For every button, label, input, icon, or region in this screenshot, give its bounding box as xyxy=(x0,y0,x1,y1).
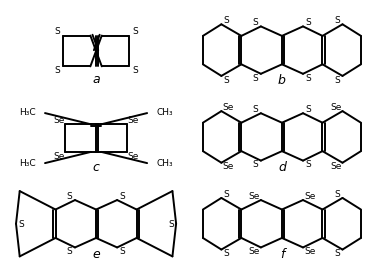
Text: Se: Se xyxy=(128,116,139,125)
Text: Se: Se xyxy=(248,247,260,256)
Text: Se: Se xyxy=(248,192,260,201)
Text: S: S xyxy=(224,249,229,258)
Text: S: S xyxy=(335,249,340,258)
Text: Se: Se xyxy=(304,192,316,201)
Text: S: S xyxy=(119,192,125,201)
Text: S: S xyxy=(305,105,311,114)
Text: S: S xyxy=(253,73,259,83)
Text: S: S xyxy=(335,16,340,25)
Text: c: c xyxy=(93,161,99,174)
Text: S: S xyxy=(305,160,311,169)
Text: Se: Se xyxy=(223,103,234,112)
Text: b: b xyxy=(278,74,286,87)
Text: S: S xyxy=(253,105,259,114)
Text: CH₃: CH₃ xyxy=(156,108,173,117)
Text: S: S xyxy=(305,18,311,27)
Text: S: S xyxy=(132,66,138,75)
Text: H₃C: H₃C xyxy=(19,108,36,117)
Text: S: S xyxy=(224,190,229,199)
Text: S: S xyxy=(168,220,174,229)
Text: d: d xyxy=(278,161,286,174)
Text: Se: Se xyxy=(53,152,65,161)
Text: CH₃: CH₃ xyxy=(156,159,173,168)
Text: Se: Se xyxy=(330,103,341,112)
Text: H₃C: H₃C xyxy=(19,159,36,168)
Text: S: S xyxy=(335,190,340,199)
Text: Se: Se xyxy=(128,152,139,161)
Text: e: e xyxy=(92,248,100,261)
Text: S: S xyxy=(54,27,60,36)
Text: Se: Se xyxy=(223,162,234,171)
Text: S: S xyxy=(119,247,125,256)
Text: Se: Se xyxy=(304,247,316,256)
Text: S: S xyxy=(67,192,73,201)
Text: S: S xyxy=(224,76,229,85)
Text: S: S xyxy=(224,16,229,25)
Text: S: S xyxy=(19,220,24,229)
Text: S: S xyxy=(54,66,60,75)
Text: f: f xyxy=(280,248,284,261)
Text: S: S xyxy=(67,247,73,256)
Text: a: a xyxy=(92,73,100,86)
Text: Se: Se xyxy=(330,162,341,171)
Text: S: S xyxy=(335,76,340,85)
Text: S: S xyxy=(132,27,138,36)
Text: S: S xyxy=(253,18,259,27)
Text: Se: Se xyxy=(53,116,65,125)
Text: S: S xyxy=(253,160,259,169)
Text: S: S xyxy=(305,73,311,83)
